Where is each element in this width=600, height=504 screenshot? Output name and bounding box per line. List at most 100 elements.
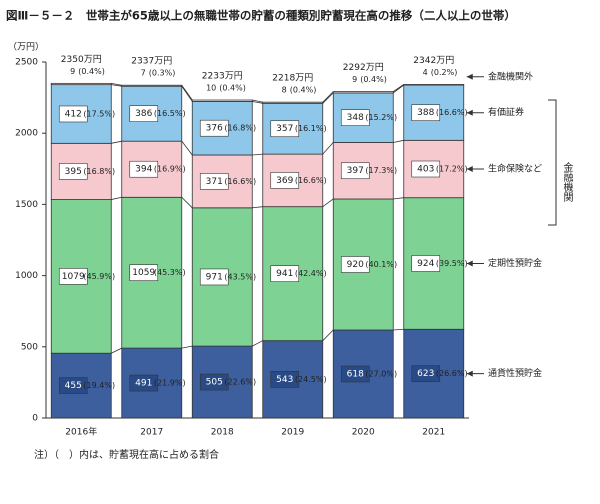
total-label: 2342万円 [413,55,454,66]
value-label: 348 [347,113,364,123]
label-box [340,256,370,273]
value-label: 491 [135,379,152,389]
bar-segment [332,91,394,94]
connector [252,206,263,209]
share-label: (26.6%) [436,369,468,378]
x-tick-label: 2016年 [65,426,97,438]
connector [111,84,122,87]
bracket [548,99,557,226]
share-label: (21.9%) [154,379,186,388]
value-label: 9 [352,75,357,84]
connector [393,197,404,200]
share-label: (17.5%) [83,109,115,118]
connector [393,328,404,331]
label-box [199,373,229,391]
label-box [411,255,441,272]
x-tick-label: 2017 [140,428,163,438]
value-label: 386 [135,109,152,119]
total-label: 2292万円 [343,62,384,73]
label-box [270,120,300,138]
label-box [129,264,159,281]
value-label: 371 [206,177,223,187]
connector [181,85,193,102]
label-box [270,172,300,189]
value-label: 395 [65,167,82,177]
label-box [58,377,88,394]
value-label: 376 [206,124,223,134]
label-box [129,105,159,122]
value-label: 924 [417,259,434,269]
note: 注）（ ）内は、貯蓄現在高に占める割合 [34,448,219,461]
share-label: (22.6%) [224,378,256,387]
legend-label: 生命保険など [488,163,542,175]
bar-segment [121,84,183,87]
value-label: 618 [347,369,364,379]
label-box [58,105,88,123]
y-tick-label: 2500 [15,58,38,68]
label-box [199,173,229,190]
y-axis-label: （万円） [8,42,44,53]
connector [252,101,263,104]
total-label: 2233万円 [202,71,243,82]
value-label: 388 [417,108,434,118]
label-box [411,365,441,382]
share-label: (16.1%) [295,124,327,133]
share-label: (27.0%) [365,369,397,378]
share-label: (16.6%) [224,177,256,186]
share-label: (16.8%) [83,167,115,176]
share-label: (40.1%) [365,260,397,269]
total-label: 2337万円 [131,56,172,67]
value-label: 10 [206,84,216,93]
connector [111,196,122,200]
label-box [129,374,159,392]
connector [252,153,263,156]
value-label: 412 [65,109,82,119]
connector [181,196,193,209]
arrow-head [466,370,473,377]
share-label: (42.4%) [295,269,327,278]
value-label: 403 [417,165,434,175]
share-label: (16.9%) [154,165,186,174]
share-label: (43.5%) [224,272,256,281]
connector [393,139,404,143]
bar-segment [403,84,465,86]
share-label: (24.5%) [295,375,327,384]
share-label: (45.3%) [154,268,186,277]
legend-label: 定期性預貯金 [488,257,542,269]
value-label: 505 [206,378,223,388]
label-box [340,109,370,126]
bar-segment [262,101,324,104]
x-tick-label: 2019 [281,428,304,438]
share-label: (19.4%) [83,381,115,390]
connector [111,140,122,144]
x-tick-label: 2021 [422,428,445,438]
legend-label: 金融機関外 [488,70,533,82]
connector [252,99,263,103]
share-label: (39.5%) [436,259,468,268]
label-box [58,268,88,285]
connector [322,91,334,103]
connector [181,84,193,101]
value-label: 1079 [62,272,85,282]
y-tick-label: 1000 [15,271,38,281]
label-box [270,371,300,388]
share-label: (0.4%) [78,67,105,76]
share-label: (0.4%) [360,75,387,84]
label-box [411,160,441,178]
share-label: (16.5%) [154,109,186,118]
share-label: (16.6%) [436,108,468,117]
y-tick-label: 0 [32,414,38,424]
value-label: 971 [206,272,223,282]
value-label: 7 [141,69,146,78]
legend-label: 通貨性預貯金 [488,367,542,379]
label-box [199,119,229,137]
share-label: (0.4%) [290,86,317,95]
value-label: 394 [135,165,152,175]
connector [393,84,404,92]
connector [181,140,193,156]
total-label: 2218万円 [272,73,313,84]
value-label: 9 [70,67,75,76]
y-tick-label: 500 [21,342,38,352]
share-label: (0.3%) [149,69,176,78]
connector [322,142,334,155]
